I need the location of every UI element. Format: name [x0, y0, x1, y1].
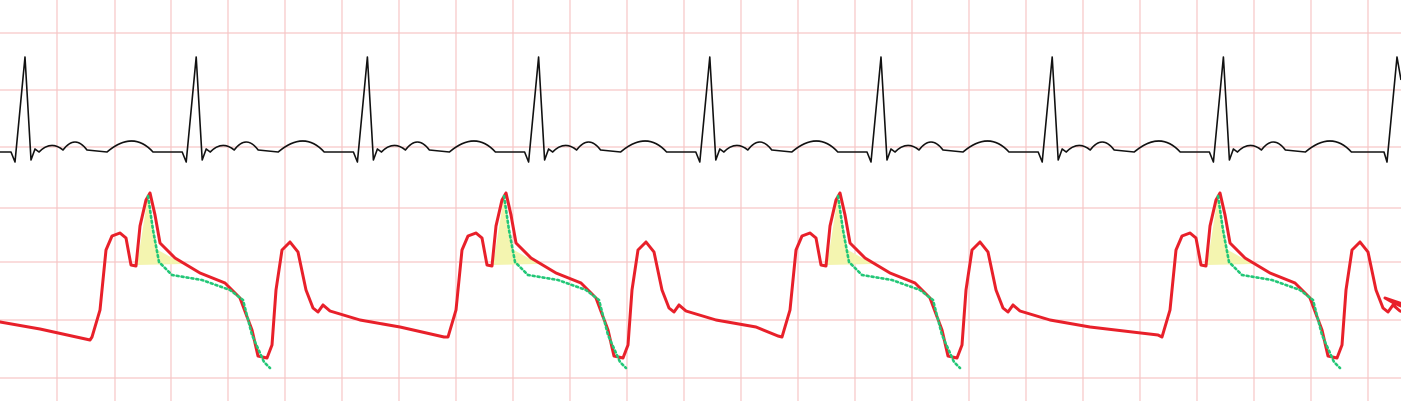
unassisted-pressure-reference — [146, 194, 272, 370]
augmentation-area — [137, 196, 183, 265]
unassisted-pressure-reference — [502, 194, 628, 370]
ecg-waveform — [0, 56, 1401, 163]
augmentation-area — [1207, 196, 1253, 265]
unassisted-pressure-reference — [836, 194, 962, 370]
unassisted-pressure-reference — [1216, 194, 1342, 370]
ecg-trace — [0, 56, 1401, 163]
pressure-waveform — [0, 191, 1401, 360]
augmentation-area — [827, 196, 873, 265]
augmentation-area — [493, 196, 539, 265]
arterial-pressure-trace — [0, 191, 1401, 370]
